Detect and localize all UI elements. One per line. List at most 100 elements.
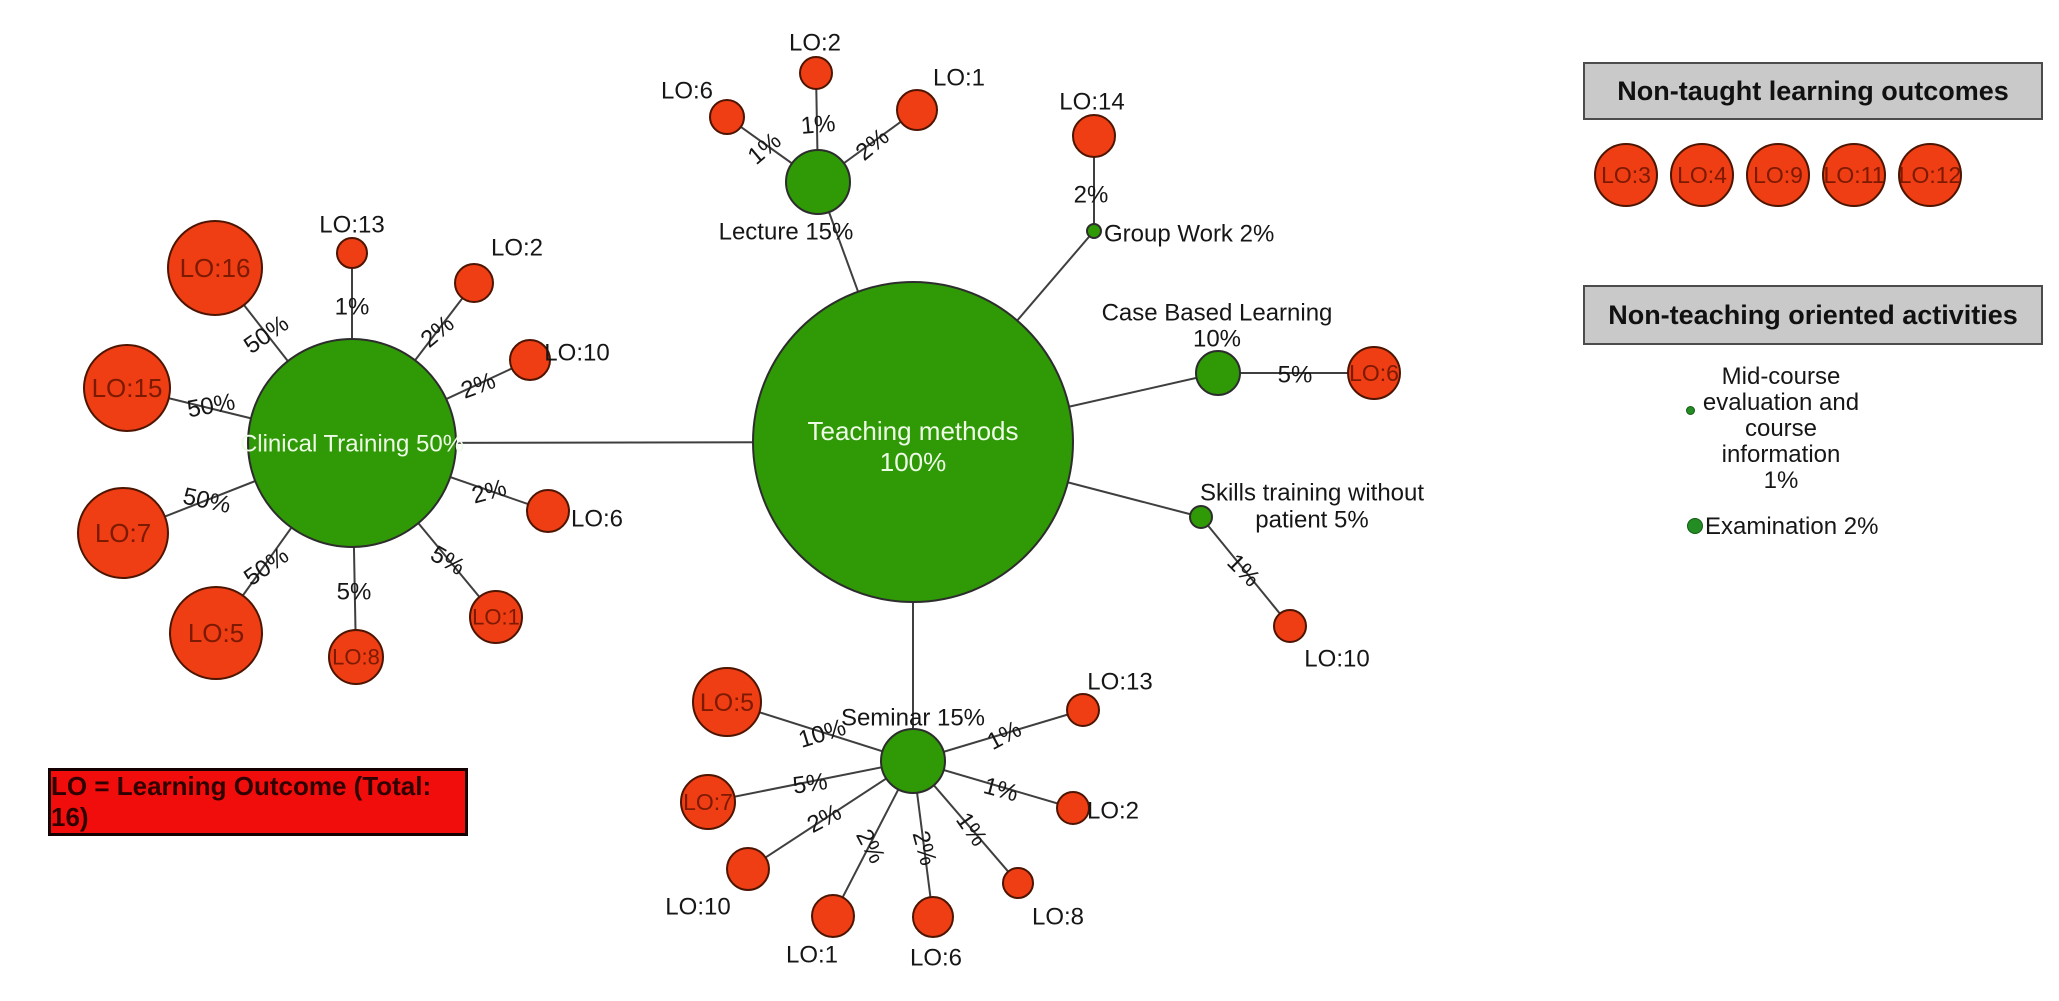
lo-label: LO:9	[1753, 161, 1803, 188]
lo-label: LO:11	[1823, 161, 1885, 188]
node-groupwork-method-circle	[1086, 223, 1102, 239]
node-seminar-method-circle	[880, 728, 946, 794]
edge-pct-skills-sk10: 1%	[1222, 549, 1266, 593]
edge-pct-cbl-cb6: 5%	[1278, 361, 1313, 388]
mid-course-dot	[1686, 406, 1695, 415]
label-teaching: Teaching methods	[807, 416, 1018, 446]
node-sk10-outcome-circle	[1273, 609, 1307, 643]
edge-pct-seminar-se13: 1%	[983, 716, 1026, 756]
edge-pct-clinical-cl10: 2%	[457, 367, 499, 404]
node-se13-outcome-circle	[1066, 693, 1100, 727]
edge-pct-seminar-se10: 2%	[803, 799, 846, 839]
edge-pct-clinical-cl5: 50%	[239, 542, 294, 592]
label-cl2: LO:2	[491, 234, 543, 261]
non-taught-lo-circle: LO:12	[1898, 143, 1962, 207]
node-le6-outcome-circle	[709, 99, 745, 135]
non-taught-lo-circle: LO:3	[1594, 143, 1658, 207]
edge-seminar-se7	[707, 760, 914, 803]
node-cl8-outcome-circle	[328, 629, 384, 685]
label-cl7: LO:7	[95, 518, 151, 548]
label-se6: LO:6	[910, 944, 962, 971]
label-cl13: LO:13	[319, 211, 384, 238]
node-teaching-method-circle	[752, 281, 1074, 603]
node-se7-outcome-circle	[680, 774, 736, 830]
label-se7: LO:7	[683, 789, 733, 815]
label-lecture: Lecture 15%	[719, 218, 854, 245]
edge-pct-clinical-cl1: 5%	[426, 540, 470, 581]
label-cl16: LO:16	[180, 253, 251, 283]
node-se1-outcome-circle	[811, 894, 855, 938]
node-lecture-method-circle	[785, 149, 851, 215]
legend-box: LO = Learning Outcome (Total: 16)	[48, 768, 468, 836]
label-cl10: LO:10	[544, 339, 609, 366]
edge-pct-clinical-cl8: 5%	[337, 578, 372, 605]
label-skills: patient 5%	[1255, 506, 1368, 533]
label-se10: LO:10	[665, 893, 730, 920]
edge-pct-seminar-se7: 5%	[791, 768, 829, 800]
label-clinical: Clinical Training 50%	[240, 430, 464, 457]
label-le2: LO:2	[789, 29, 841, 56]
node-cl13-outcome-circle	[336, 237, 368, 269]
lo-label: LO:4	[1677, 161, 1727, 188]
label-cl1: LO:1	[472, 605, 520, 630]
edge-pct-lecture-le1: 2%	[851, 123, 895, 166]
non-teaching-header: Non-teaching oriented activities	[1583, 285, 2043, 345]
node-se2-outcome-circle	[1056, 791, 1090, 825]
node-le2-outcome-circle	[799, 56, 833, 90]
label-se13: LO:13	[1087, 668, 1152, 695]
label-se2: LO:2	[1087, 797, 1139, 824]
label-cbl: 10%	[1193, 325, 1241, 352]
node-cl15-outcome-circle	[83, 344, 171, 432]
label-cbl: Case Based Learning	[1102, 299, 1333, 326]
node-cl1-outcome-circle	[469, 590, 523, 644]
edge-pct-seminar-se1: 2%	[850, 825, 890, 868]
label-teaching: 100%	[880, 447, 947, 477]
examination-label: Examination 2%	[1705, 513, 1879, 540]
node-skills-method-circle	[1189, 505, 1213, 529]
legend-text: LO = Learning Outcome (Total: 16)	[51, 771, 432, 832]
non-taught-header: Non-taught learning outcomes	[1583, 62, 2043, 120]
edge-pct-clinical-cl6: 2%	[469, 474, 509, 509]
label-le1: LO:1	[933, 64, 985, 91]
mid-course-label: Mid-course evaluation and course informa…	[1702, 363, 1860, 494]
non-teaching-title: Non-teaching oriented activities	[1608, 299, 2018, 330]
edge-pct-lecture-le2: 1%	[800, 110, 837, 140]
label-gw14: LO:14	[1059, 88, 1124, 115]
label-seminar: Seminar 15%	[841, 704, 985, 731]
node-cl6-outcome-circle	[526, 489, 570, 533]
non-taught-outcomes-row: LO:3 LO:4 LO:9 LO:11 LO:12	[1594, 143, 1962, 207]
node-cl2-outcome-circle	[454, 263, 494, 303]
edge-pct-clinical-cl13: 1%	[335, 293, 370, 320]
edge-skills-sk10	[1200, 516, 1291, 627]
label-cl15: LO:15	[92, 373, 163, 403]
label-skills: Skills training without	[1200, 479, 1424, 506]
label-cb6: LO:6	[1349, 360, 1399, 386]
node-cb6-outcome-circle	[1347, 346, 1401, 400]
examination-dot	[1687, 518, 1703, 534]
edge-pct-seminar-se6: 2%	[907, 828, 942, 868]
label-cl8: LO:8	[332, 645, 380, 670]
node-gw14-outcome-circle	[1072, 114, 1116, 158]
node-le1-outcome-circle	[896, 89, 938, 131]
label-le6: LO:6	[661, 77, 713, 104]
edge-pct-seminar-se5: 10%	[795, 714, 849, 754]
edge-pct-clinical-cl2: 2%	[416, 310, 460, 353]
node-cl5-outcome-circle	[169, 586, 263, 680]
non-taught-lo-circle: LO:9	[1746, 143, 1810, 207]
edge-pct-clinical-cl7: 50%	[181, 483, 234, 519]
edge-pct-clinical-cl15: 50%	[185, 388, 237, 423]
non-taught-lo-circle: LO:4	[1670, 143, 1734, 207]
lo-label: LO:12	[1898, 161, 1962, 188]
node-cbl-method-circle	[1195, 350, 1241, 396]
node-clinical-method-circle	[247, 338, 457, 548]
label-cl5: LO:5	[188, 618, 244, 648]
node-cl16-outcome-circle	[167, 220, 263, 316]
label-se5: LO:5	[700, 689, 754, 717]
edge-pct-seminar-se2: 1%	[981, 772, 1021, 807]
lo-label: LO:3	[1601, 161, 1651, 188]
label-se8: LO:8	[1032, 903, 1084, 930]
label-cl6: LO:6	[571, 505, 623, 532]
node-cl7-outcome-circle	[77, 487, 169, 579]
label-sk10: LO:10	[1304, 645, 1369, 672]
